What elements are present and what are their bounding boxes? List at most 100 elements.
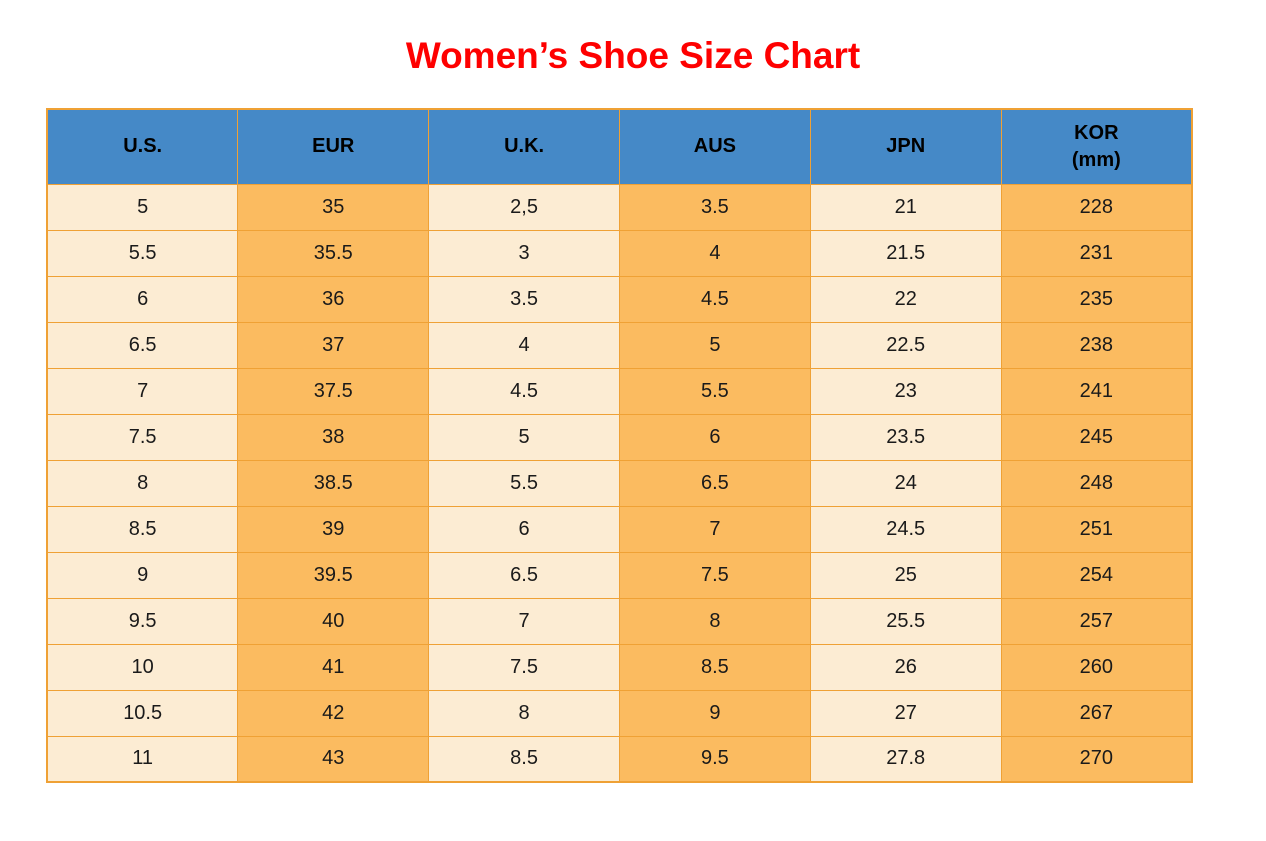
table-cell: 231 xyxy=(1000,229,1193,277)
table-cell: 8 xyxy=(428,689,620,737)
column-header-eur: EUR xyxy=(237,108,430,185)
table-cell: 35 xyxy=(237,183,430,231)
table-cell: 238 xyxy=(1000,321,1193,369)
table-row: 10 41 7.5 8.5 26 260 xyxy=(46,643,1193,691)
table-cell: 4.5 xyxy=(428,367,620,415)
shoe-size-table: U.S. EUR U.K. AUS JPN KOR (mm) 5 35 2,5 3.5 21 228 5… xyxy=(46,108,1193,783)
table-cell: 40 xyxy=(237,597,430,645)
table-cell: 6 xyxy=(428,505,620,553)
table-cell: 4 xyxy=(618,229,811,277)
table-cell: 21 xyxy=(809,183,1002,231)
table-cell: 23 xyxy=(809,367,1002,415)
table-cell: 24.5 xyxy=(809,505,1002,553)
table-cell: 9 xyxy=(46,551,239,599)
table-row: 6 36 3.5 4.5 22 235 xyxy=(46,275,1193,323)
table-cell: 7 xyxy=(428,597,620,645)
table-row: 8.5 39 6 7 24.5 251 xyxy=(46,505,1193,553)
table-cell: 6.5 xyxy=(618,459,811,507)
table-cell: 21.5 xyxy=(809,229,1002,277)
table-cell: 5.5 xyxy=(618,367,811,415)
column-header-label: KOR xyxy=(1074,121,1119,144)
table-cell: 241 xyxy=(1000,367,1193,415)
table-cell: 5.5 xyxy=(428,459,620,507)
table-cell: 8 xyxy=(46,459,239,507)
table-cell: 7.5 xyxy=(428,643,620,691)
column-header-label: (mm) xyxy=(1071,148,1121,171)
table-cell: 5 xyxy=(618,321,811,369)
shoe-size-table-container: U.S. EUR U.K. AUS JPN KOR (mm) 5 35 2,5 3.5 21 228 5… xyxy=(46,108,1193,783)
column-header-uk: U.K. xyxy=(428,108,620,185)
table-cell: 5.5 xyxy=(46,229,239,277)
table-row: 8 38.5 5.5 6.5 24 248 xyxy=(46,459,1193,507)
table-cell: 22.5 xyxy=(809,321,1002,369)
table-cell: 5 xyxy=(46,183,239,231)
table-cell: 22 xyxy=(809,275,1002,323)
column-header-jpn: JPN xyxy=(809,108,1002,185)
table-cell: 8.5 xyxy=(618,643,811,691)
table-row: 11 43 8.5 9.5 27.8 270 xyxy=(46,735,1193,783)
table-row: 9.5 40 7 8 25.5 257 xyxy=(46,597,1193,645)
column-header-kor-mm: KOR (mm) xyxy=(1000,108,1193,185)
table-cell: 38.5 xyxy=(237,459,430,507)
table-cell: 3 xyxy=(428,229,620,277)
table-cell: 10 xyxy=(46,643,239,691)
table-cell: 11 xyxy=(46,735,239,783)
table-cell: 7 xyxy=(46,367,239,415)
column-header-aus: AUS xyxy=(618,108,811,185)
table-cell: 7.5 xyxy=(618,551,811,599)
table-header: U.S. EUR U.K. AUS JPN KOR (mm) xyxy=(46,108,1193,185)
table-row: 7.5 38 5 6 23.5 245 xyxy=(46,413,1193,461)
table-cell: 228 xyxy=(1000,183,1193,231)
table-cell: 3.5 xyxy=(618,183,811,231)
table-row: 10.5 42 8 9 27 267 xyxy=(46,689,1193,737)
table-cell: 4.5 xyxy=(618,275,811,323)
table-cell: 254 xyxy=(1000,551,1193,599)
header-row: U.S. EUR U.K. AUS JPN KOR (mm) xyxy=(46,108,1193,185)
table-cell: 3.5 xyxy=(428,275,620,323)
table-cell: 35.5 xyxy=(237,229,430,277)
table-cell: 9.5 xyxy=(46,597,239,645)
column-header-label: JPN xyxy=(886,135,926,158)
table-cell: 36 xyxy=(237,275,430,323)
table-cell: 251 xyxy=(1000,505,1193,553)
table-cell: 270 xyxy=(1000,735,1193,783)
table-cell: 6.5 xyxy=(46,321,239,369)
table-row: 5.5 35.5 3 4 21.5 231 xyxy=(46,229,1193,277)
table-cell: 43 xyxy=(237,735,430,783)
table-cell: 6 xyxy=(46,275,239,323)
table-row: 6.5 37 4 5 22.5 238 xyxy=(46,321,1193,369)
table-cell: 38 xyxy=(237,413,430,461)
table-row: 7 37.5 4.5 5.5 23 241 xyxy=(46,367,1193,415)
table-cell: 260 xyxy=(1000,643,1193,691)
table-cell: 257 xyxy=(1000,597,1193,645)
table-row: 9 39.5 6.5 7.5 25 254 xyxy=(46,551,1193,599)
table-cell: 6 xyxy=(618,413,811,461)
page-title: Women’s Shoe Size Chart xyxy=(405,35,861,76)
table-cell: 24 xyxy=(809,459,1002,507)
table-cell: 5 xyxy=(428,413,620,461)
table-cell: 42 xyxy=(237,689,430,737)
table-cell: 8 xyxy=(618,597,811,645)
table-cell: 6.5 xyxy=(428,551,620,599)
table-cell: 248 xyxy=(1000,459,1193,507)
column-header-label: U.S. xyxy=(123,135,163,158)
table-cell: 9.5 xyxy=(618,735,811,783)
table-cell: 39.5 xyxy=(237,551,430,599)
table-cell: 7.5 xyxy=(46,413,239,461)
column-header-label: EUR xyxy=(312,135,355,158)
table-cell: 25.5 xyxy=(809,597,1002,645)
table-cell: 235 xyxy=(1000,275,1193,323)
table-cell: 4 xyxy=(428,321,620,369)
table-cell: 25 xyxy=(809,551,1002,599)
column-header-us: U.S. xyxy=(46,108,239,185)
table-cell: 23.5 xyxy=(809,413,1002,461)
table-cell: 27.8 xyxy=(809,735,1002,783)
table-cell: 8.5 xyxy=(428,735,620,783)
column-header-label: AUS xyxy=(693,135,737,158)
table-cell: 8.5 xyxy=(46,505,239,553)
table-cell: 37 xyxy=(237,321,430,369)
table-cell: 7 xyxy=(618,505,811,553)
table-row: 5 35 2,5 3.5 21 228 xyxy=(46,183,1193,231)
table-cell: 26 xyxy=(809,643,1002,691)
table-cell: 37.5 xyxy=(237,367,430,415)
